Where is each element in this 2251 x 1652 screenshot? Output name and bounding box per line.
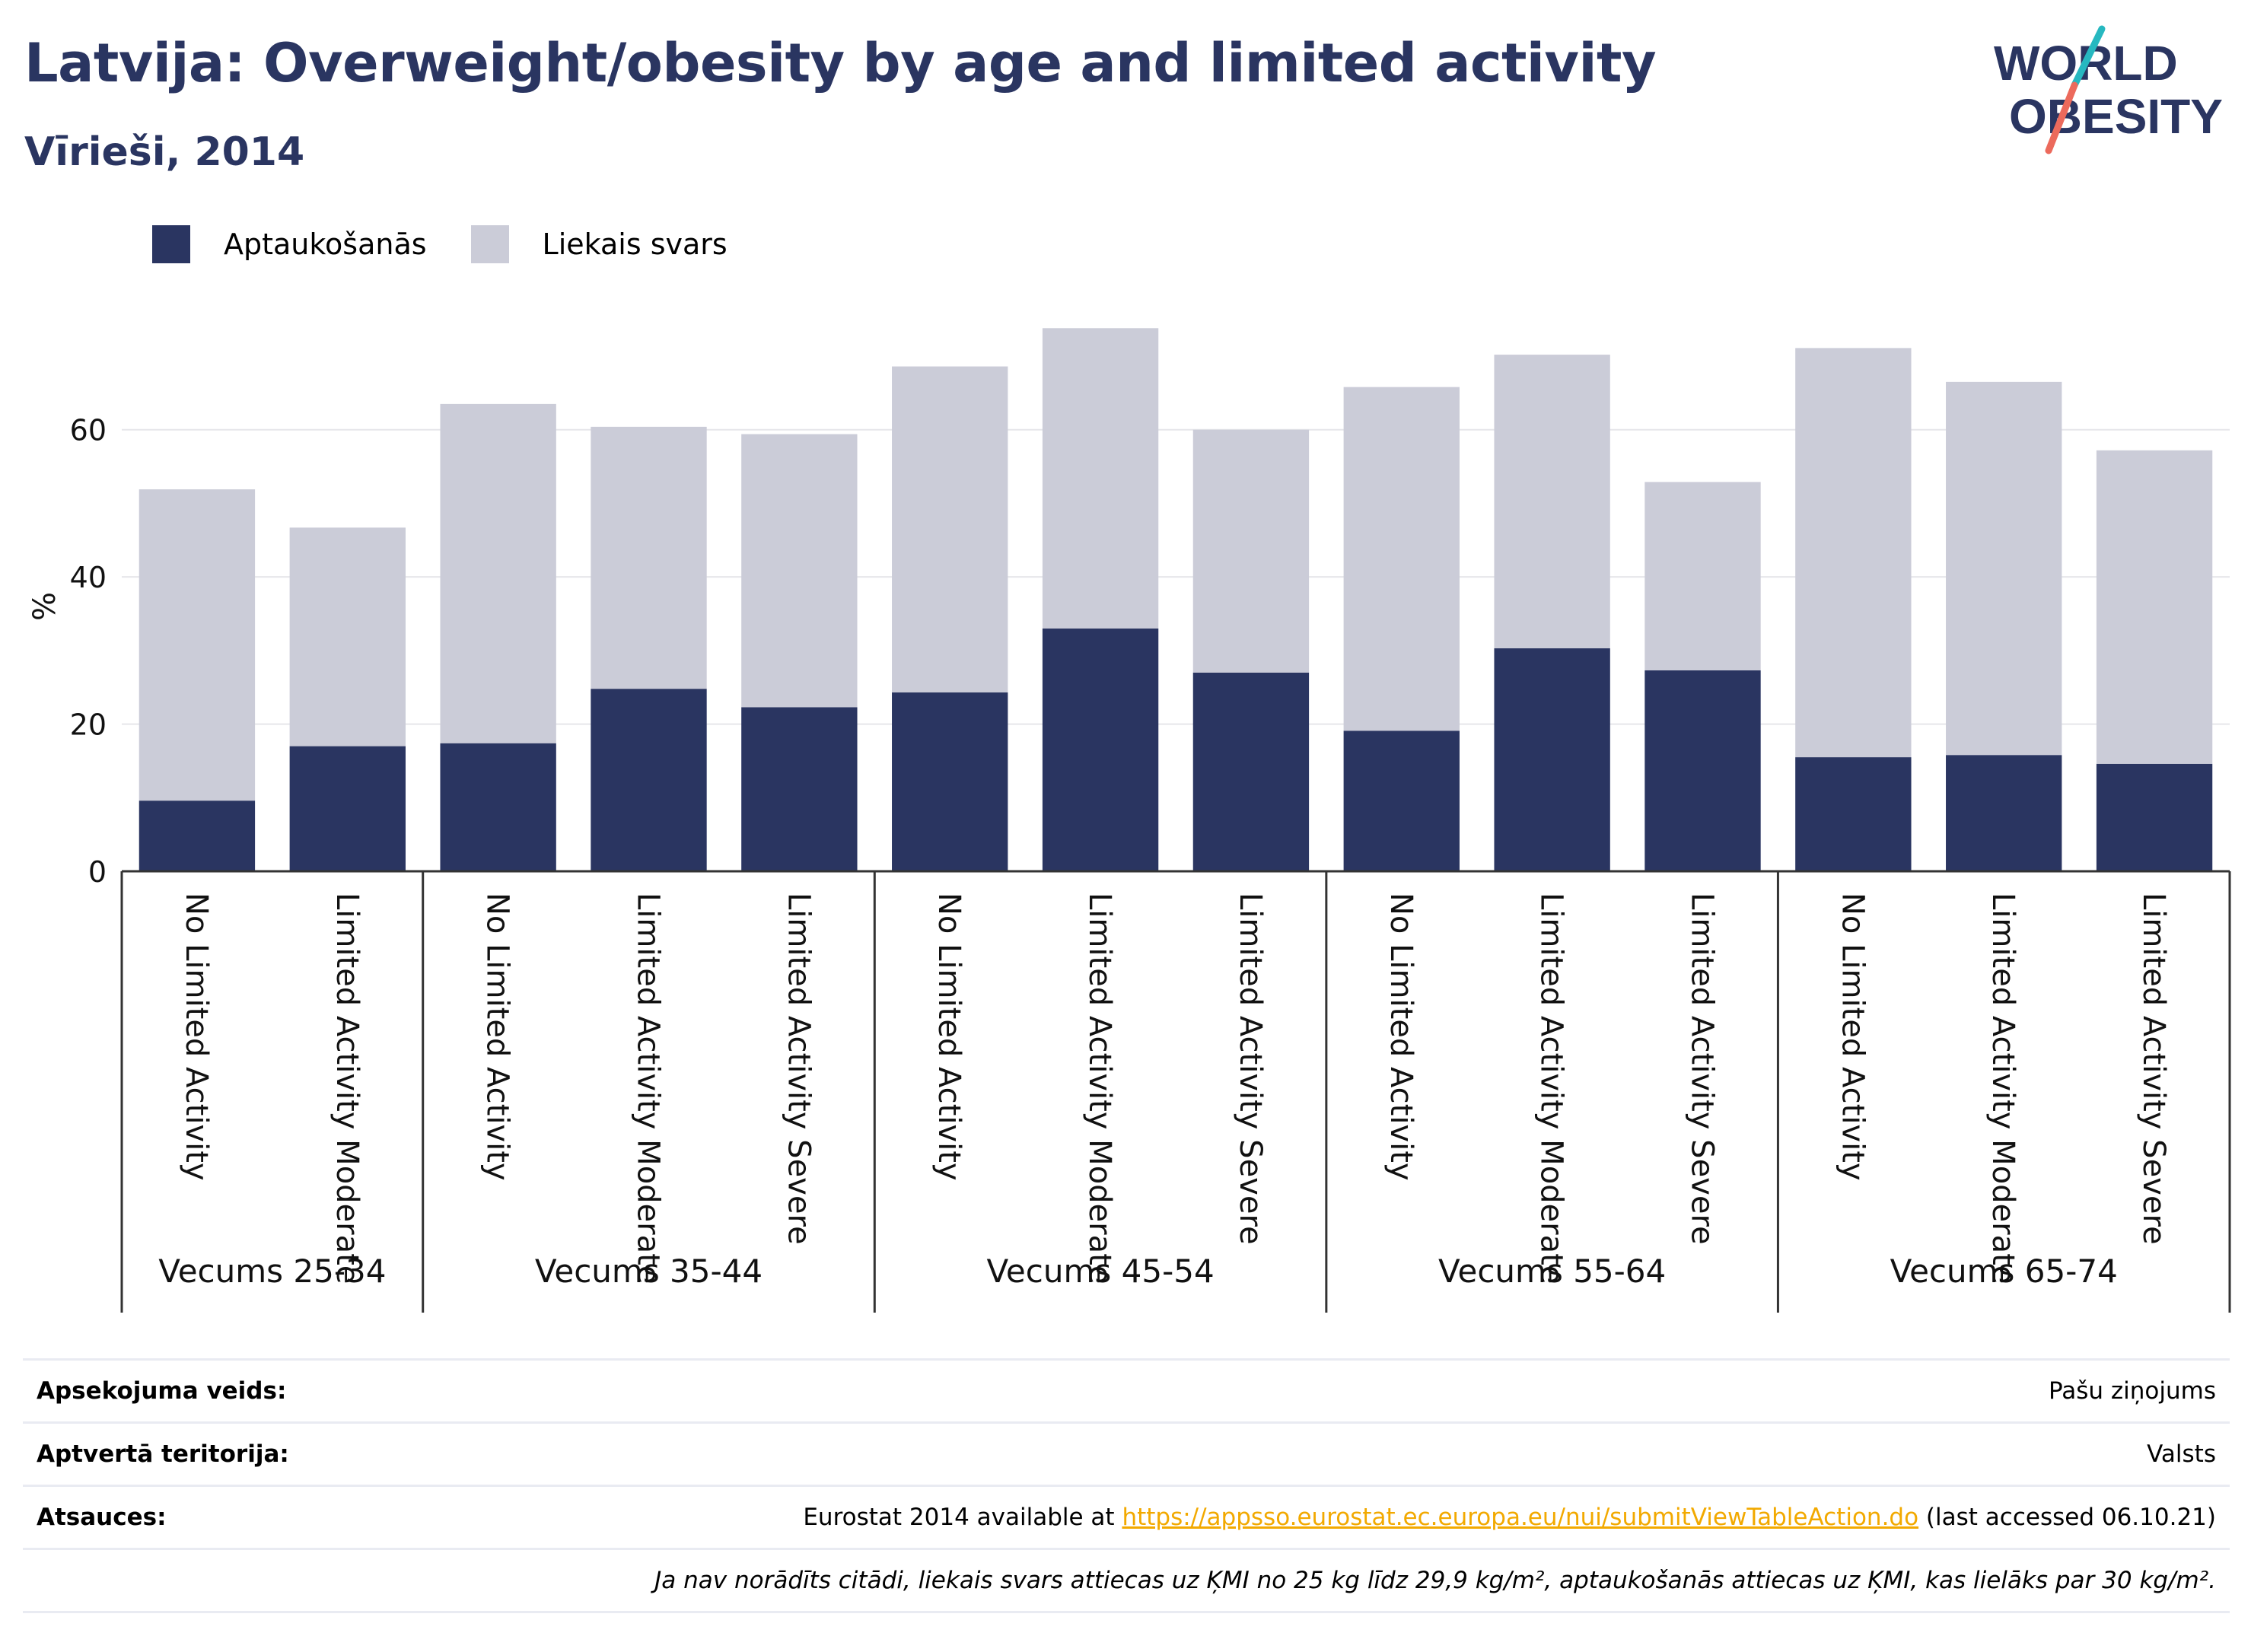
meta-row-sources: Atsauces: Eurostat 2014 available at htt… xyxy=(23,1485,2230,1549)
legend-label-obesity: Aptaukošanās xyxy=(224,228,427,261)
meta-value: Pašu ziņojums xyxy=(381,1358,2230,1423)
bar-obesity xyxy=(1494,648,1610,871)
bar-obesity xyxy=(741,707,858,871)
bar-overweight xyxy=(1343,387,1460,731)
y-tick-label: 40 xyxy=(70,561,107,594)
x-category-label: Limited Activity Moderate xyxy=(1082,893,1117,1284)
y-tick-label: 0 xyxy=(88,855,107,889)
bar-obesity xyxy=(1343,731,1460,871)
logo-line-2: OBESITY xyxy=(2009,89,2223,144)
bar-overweight xyxy=(138,489,256,801)
bar-overweight xyxy=(1042,328,1159,629)
meta-key: Apsekojuma veids: xyxy=(23,1358,382,1423)
legend: Aptaukošanās Liekais svars xyxy=(152,225,772,263)
stacked-bar-chart: 0 20 40 60% No Limited Activity Limited Activ… xyxy=(27,328,2231,1313)
x-category-label: No Limited Activity xyxy=(931,893,966,1181)
world-obesity-logo: WORLD OBESITY xyxy=(1994,25,2223,154)
y-tick-label: 60 xyxy=(70,414,107,447)
bar-obesity xyxy=(591,689,707,871)
chart-subtitle: Vīrieši, 2014 xyxy=(24,129,305,175)
legend-label-overweight: Liekais svars xyxy=(542,228,728,261)
y-axis-label: % xyxy=(27,592,62,621)
bar-overweight xyxy=(1644,482,1761,670)
x-group-label: Vecums 45-54 xyxy=(986,1253,1214,1290)
bar-obesity xyxy=(1946,755,2062,871)
chart-title: Latvija: Overweight/obesity by age and l… xyxy=(24,32,1657,94)
bar-overweight xyxy=(1494,355,1610,648)
meta-value: Valsts xyxy=(381,1421,2230,1486)
legend-item-overweight[interactable]: Liekais svars xyxy=(470,225,728,263)
bar-overweight xyxy=(2096,450,2213,764)
bar-overweight xyxy=(289,527,406,746)
x-category-label: Limited Activity Moderate xyxy=(1985,893,2020,1284)
meta-row-note: Ja nav norādīts citādi, liekais svars at… xyxy=(23,1548,2230,1613)
logo-slash-coral xyxy=(2045,81,2078,154)
bar-obesity xyxy=(1042,628,1159,871)
bar-obesity xyxy=(289,746,406,871)
source-link[interactable]: https://appsso.eurostat.ec.europa.eu/nui… xyxy=(1122,1504,1919,1531)
x-group-label: Vecums 65-74 xyxy=(1890,1253,2118,1290)
bar-overweight xyxy=(892,366,1008,692)
bar-overweight xyxy=(741,434,858,708)
x-category-label: Limited Activity Moderate xyxy=(631,893,666,1284)
meta-value-source: Eurostat 2014 available at https://appss… xyxy=(381,1485,2230,1549)
bar-obesity xyxy=(440,743,556,871)
meta-key: Atsauces: xyxy=(23,1485,382,1549)
legend-item-obesity[interactable]: Aptaukošanās xyxy=(152,225,427,263)
bar-obesity xyxy=(1644,670,1761,871)
logo-slash-teal xyxy=(2071,25,2106,89)
bar-obesity xyxy=(1192,672,1310,871)
x-category-label: Limited Activity Severe xyxy=(781,893,816,1245)
bar-obesity xyxy=(138,801,256,871)
meta-key: Aptvertā teritorija: xyxy=(23,1421,382,1486)
bar-obesity xyxy=(2096,763,2213,871)
x-group-label: Vecums 25-34 xyxy=(158,1253,386,1290)
x-category-label: No Limited Activity xyxy=(480,893,515,1181)
x-category-label: No Limited Activity xyxy=(1383,893,1418,1181)
meta-row-survey-type: Apsekojuma veids: Pašu ziņojums xyxy=(23,1358,2230,1423)
bar-overweight xyxy=(1192,429,1310,673)
legend-swatch-overweight xyxy=(470,225,509,263)
x-category-label: No Limited Activity xyxy=(1835,893,1870,1181)
x-category-label: Limited Activity Severe xyxy=(1685,893,1720,1245)
bar-overweight xyxy=(1946,381,2062,756)
x-group-label: Vecums 35-44 xyxy=(535,1253,763,1290)
definition-note: Ja nav norādīts citādi, liekais svars at… xyxy=(23,1548,2230,1613)
bar-overweight xyxy=(1795,348,1912,758)
x-category-label: Limited Activity Moderate xyxy=(330,893,365,1284)
x-group-label: Vecums 55-64 xyxy=(1438,1253,1666,1290)
x-category-label: Limited Activity Moderate xyxy=(1534,893,1569,1284)
source-prefix: Eurostat 2014 available at xyxy=(803,1504,1122,1531)
bar-obesity xyxy=(1795,757,1912,871)
meta-row-territory: Aptvertā teritorija: Valsts xyxy=(23,1421,2230,1486)
source-suffix: (last accessed 06.10.21) xyxy=(1918,1504,2216,1531)
bar-overweight xyxy=(591,426,707,689)
bar-obesity xyxy=(892,692,1008,871)
bar-overweight xyxy=(440,403,556,743)
y-tick-label: 20 xyxy=(70,708,107,742)
legend-swatch-obesity xyxy=(152,225,190,263)
x-category-label: No Limited Activity xyxy=(179,893,214,1181)
x-category-label: Limited Activity Severe xyxy=(2136,893,2171,1245)
x-category-label: Limited Activity Severe xyxy=(1233,893,1268,1245)
metadata-table: Apsekojuma veids: Pašu ziņojums Aptvertā… xyxy=(23,1358,2230,1613)
